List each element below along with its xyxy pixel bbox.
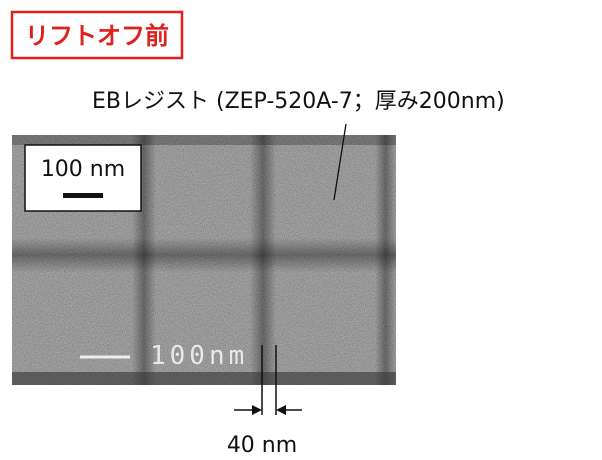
page: リフトオフ前 EBレジスト (ZEP-520A-7；厚み200nm) 100nm… [0, 0, 602, 460]
arrow-left [252, 405, 262, 415]
sem-label: 100nm [150, 341, 248, 371]
label: リフトオフ前 [25, 22, 169, 50]
scale-text: 100 nm [41, 157, 125, 182]
arrow-right [276, 405, 286, 415]
scale-bar [63, 193, 103, 198]
annotation: EBレジスト (ZEP-520A-7；厚み200nm) [92, 89, 505, 114]
measurement: 40 nm [227, 433, 297, 458]
figure: リフトオフ前 EBレジスト (ZEP-520A-7；厚み200nm) 100nm… [0, 0, 602, 460]
